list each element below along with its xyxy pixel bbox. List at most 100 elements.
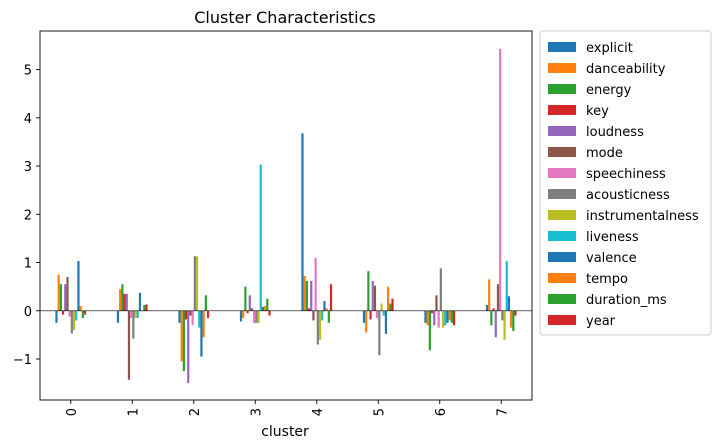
bar-speechiness-cluster-0 bbox=[68, 310, 71, 317]
bar-key-cluster-5 bbox=[369, 310, 372, 320]
bar-loudness-cluster-7 bbox=[494, 310, 497, 338]
bar-tempo-cluster-5 bbox=[387, 286, 390, 311]
bar-mode-cluster-5 bbox=[373, 285, 377, 311]
bar-instrumentalness-cluster-1 bbox=[134, 310, 137, 318]
bar-liveness-cluster-4 bbox=[321, 310, 324, 321]
bar-key-cluster-2 bbox=[184, 310, 188, 320]
bar-energy-cluster-6 bbox=[428, 310, 431, 351]
legend-label-liveness: liveness bbox=[586, 230, 639, 245]
legend-swatch-loudness bbox=[548, 126, 576, 136]
bar-instrumentalness-cluster-0 bbox=[72, 310, 76, 331]
legend-swatch-liveness bbox=[548, 231, 576, 241]
bar-loudness-cluster-4 bbox=[310, 280, 313, 311]
legend-label-duration_ms: duration_ms bbox=[586, 293, 667, 308]
y-tick-label: 3 bbox=[24, 160, 32, 175]
legend-label-speechiness: speechiness bbox=[586, 167, 666, 182]
bar-explicit-cluster-3 bbox=[239, 310, 243, 322]
bar-year-cluster-7 bbox=[514, 310, 517, 316]
bar-year-cluster-6 bbox=[452, 310, 456, 326]
bar-tempo-cluster-7 bbox=[510, 310, 513, 328]
bar-instrumentalness-cluster-7 bbox=[503, 310, 506, 340]
bar-tempo-cluster-0 bbox=[79, 305, 82, 311]
legend-swatch-acousticness bbox=[548, 189, 576, 199]
bar-liveness-cluster-1 bbox=[136, 310, 139, 318]
x-tick-label-7: 7 bbox=[495, 408, 510, 416]
bar-year-cluster-2 bbox=[206, 310, 210, 318]
bar-danceability-cluster-1 bbox=[119, 289, 122, 311]
bar-energy-cluster-0 bbox=[59, 284, 62, 311]
legend: explicit danceability energy key loudness mod… bbox=[539, 30, 712, 336]
legend-label-danceability: danceability bbox=[586, 62, 666, 77]
bar-liveness-cluster-0 bbox=[75, 310, 78, 321]
bar-valence-cluster-4 bbox=[323, 301, 326, 311]
bar-danceability-cluster-5 bbox=[365, 310, 368, 333]
bar-mode-cluster-6 bbox=[435, 295, 438, 311]
y-tick-label: −1 bbox=[13, 353, 32, 368]
bar-mode-cluster-3 bbox=[250, 308, 254, 311]
bar-mode-cluster-2 bbox=[189, 310, 192, 316]
x-tick-label-2: 2 bbox=[188, 408, 203, 416]
legend-label-mode: mode bbox=[586, 146, 623, 161]
bar-speechiness-cluster-3 bbox=[253, 310, 256, 323]
bar-loudness-cluster-1 bbox=[125, 293, 128, 311]
bar-key-cluster-4 bbox=[307, 308, 311, 311]
bar-duration_ms-cluster-5 bbox=[389, 303, 392, 311]
bar-valence-cluster-1 bbox=[138, 292, 142, 311]
bar-valence-cluster-2 bbox=[200, 310, 203, 357]
bar-loudness-cluster-6 bbox=[433, 310, 436, 326]
bar-liveness-cluster-6 bbox=[444, 310, 447, 326]
legend-swatch-mode bbox=[548, 147, 576, 157]
legend-swatch-valence bbox=[548, 252, 576, 262]
bar-tempo-cluster-2 bbox=[202, 310, 205, 338]
bar-loudness-cluster-2 bbox=[187, 310, 190, 384]
bar-explicit-cluster-0 bbox=[55, 310, 58, 323]
bar-year-cluster-0 bbox=[83, 310, 87, 315]
y-axis: −1 0 1 2 3 4 5 bbox=[13, 64, 40, 368]
bar-danceability-cluster-3 bbox=[242, 310, 245, 318]
bar-year-cluster-5 bbox=[391, 298, 394, 311]
x-tick-label-6: 6 bbox=[434, 408, 449, 416]
bar-key-cluster-0 bbox=[61, 310, 65, 315]
bar-acousticness-cluster-2 bbox=[193, 256, 196, 311]
bar-duration_ms-cluster-6 bbox=[450, 310, 453, 323]
bar-liveness-cluster-3 bbox=[259, 164, 262, 311]
bar-explicit-cluster-4 bbox=[301, 133, 304, 311]
bar-duration_ms-cluster-0 bbox=[81, 310, 84, 318]
bar-valence-cluster-6 bbox=[446, 310, 449, 323]
legend-swatch-energy bbox=[548, 84, 576, 94]
x-tick-label-3: 3 bbox=[249, 408, 264, 416]
bar-acousticness-cluster-7 bbox=[501, 310, 504, 321]
legend-swatch-tempo bbox=[548, 273, 576, 283]
bar-acousticness-cluster-0 bbox=[70, 310, 73, 334]
bar-tempo-cluster-4 bbox=[325, 308, 328, 311]
bar-acousticness-cluster-6 bbox=[439, 268, 442, 311]
bar-loudness-cluster-0 bbox=[64, 284, 67, 311]
bar-explicit-cluster-5 bbox=[362, 310, 366, 323]
bar-explicit-cluster-7 bbox=[485, 304, 489, 311]
bar-year-cluster-3 bbox=[268, 310, 271, 316]
bar-mode-cluster-7 bbox=[496, 284, 500, 311]
bar-acousticness-cluster-5 bbox=[378, 310, 381, 356]
bar-acousticness-cluster-4 bbox=[316, 310, 319, 345]
bar-danceability-cluster-0 bbox=[57, 274, 60, 311]
bar-loudness-cluster-5 bbox=[371, 280, 374, 311]
bar-speechiness-cluster-1 bbox=[130, 310, 133, 318]
bar-speechiness-cluster-2 bbox=[191, 310, 194, 326]
legend-swatch-speechiness bbox=[548, 168, 576, 178]
bar-danceability-cluster-4 bbox=[303, 276, 306, 311]
legend-swatch-duration_ms bbox=[548, 294, 576, 304]
bar-valence-cluster-0 bbox=[77, 261, 80, 311]
legend-swatch-explicit bbox=[548, 42, 576, 52]
y-tick-label: 5 bbox=[24, 64, 32, 79]
bar-key-cluster-3 bbox=[246, 310, 249, 314]
bar-valence-cluster-7 bbox=[507, 296, 511, 311]
bar-acousticness-cluster-3 bbox=[255, 310, 258, 323]
bar-key-cluster-7 bbox=[492, 308, 495, 311]
bar-tempo-cluster-3 bbox=[264, 305, 267, 311]
bar-danceability-cluster-7 bbox=[488, 279, 491, 311]
x-tick-label-4: 4 bbox=[311, 408, 326, 416]
bar-explicit-cluster-6 bbox=[424, 310, 427, 323]
bar-speechiness-cluster-5 bbox=[376, 310, 379, 318]
bar-tempo-cluster-6 bbox=[448, 310, 451, 321]
bar-year-cluster-1 bbox=[145, 304, 148, 311]
